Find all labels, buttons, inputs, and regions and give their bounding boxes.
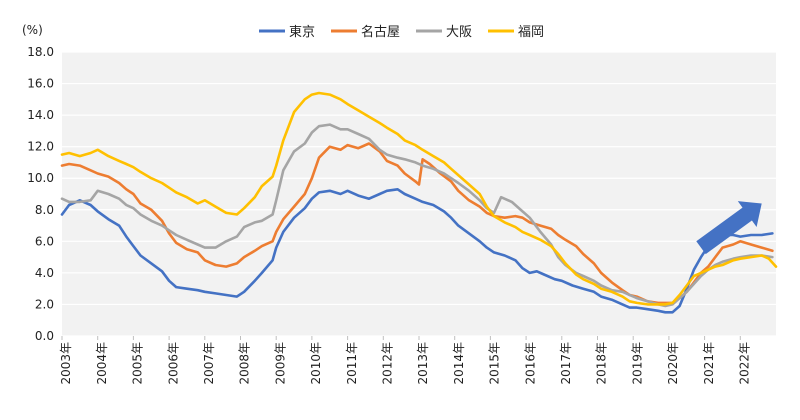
- x-tick-label: 2020年: [666, 342, 680, 385]
- x-tick-label: 2007年: [202, 342, 216, 385]
- x-tick-label: 2006年: [166, 342, 180, 385]
- y-tick-label: 4.0: [35, 266, 54, 280]
- legend-label: 東京: [289, 24, 315, 40]
- x-tick-label: 2011年: [345, 342, 359, 385]
- series-line-1: [60, 188, 774, 314]
- series-lines: [60, 91, 778, 314]
- y-tick-label: 14.0: [27, 108, 54, 122]
- x-tick-label: 2004年: [95, 342, 109, 385]
- y-tick-label: 2.0: [35, 297, 54, 311]
- series-line-2: [60, 142, 774, 305]
- x-tick-label: 2021年: [702, 342, 716, 385]
- x-tick-label: 2018年: [595, 342, 609, 385]
- series-line-4: [60, 91, 778, 306]
- y-axis: 18.0 16.0 14.0 12.0 10.0 8.0 6.0 4.0 2.0 0.0: [27, 45, 54, 343]
- y-tick-label: 8.0: [35, 203, 54, 217]
- x-tick-label: 2008年: [238, 342, 252, 385]
- x-tick-label: 2005年: [131, 342, 145, 385]
- y-tick-label: 18.0: [27, 45, 54, 59]
- y-tick-label: 6.0: [35, 234, 54, 248]
- plot-area: [62, 52, 776, 336]
- x-tick-label: 2022年: [738, 342, 752, 385]
- legend-label: 大阪: [446, 25, 472, 40]
- y-tick-label: 10.0: [27, 171, 54, 185]
- y-tick-label: 12.0: [27, 140, 54, 154]
- x-tick-label: 2012年: [381, 342, 395, 385]
- legend-label: 名古屋: [361, 24, 400, 40]
- annotations: [696, 201, 762, 255]
- x-tick-label: 2010年: [309, 342, 323, 385]
- x-tick-label: 2017年: [559, 342, 573, 385]
- y-unit-label: (%): [22, 23, 43, 37]
- y-tick-label: 0.0: [35, 329, 54, 343]
- x-tick-label: 2016年: [523, 342, 537, 385]
- x-tick-label: 2009年: [273, 342, 287, 385]
- legend-label: 福岡: [518, 25, 544, 40]
- x-tick-label: 2015年: [488, 342, 502, 385]
- x-tick-label: 2019年: [630, 342, 644, 385]
- y-tick-label: 16.0: [27, 77, 54, 91]
- x-tick-label: 2003年: [59, 342, 73, 385]
- x-axis: 2003年 2004年 2005年 2006年 2007年 2008年 2009年 2010年…: [59, 336, 752, 385]
- x-tick-label: 2014年: [452, 342, 466, 385]
- x-tick-label: 2013年: [416, 342, 430, 385]
- trend-arrow: [696, 201, 762, 255]
- legend: 東京 名古屋 大阪 福岡: [259, 24, 544, 40]
